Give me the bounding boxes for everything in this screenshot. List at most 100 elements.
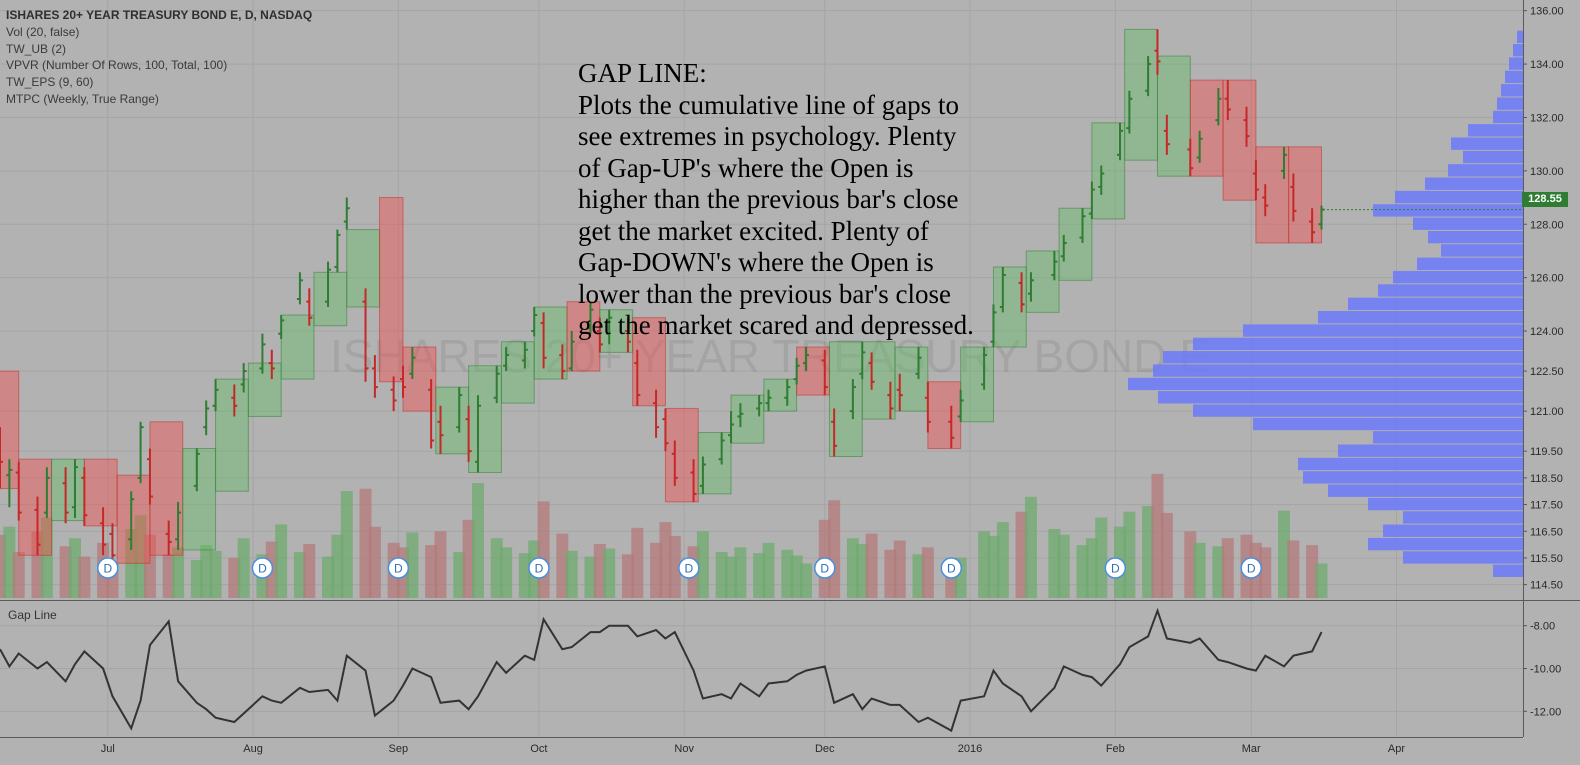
range-box — [0, 370, 20, 490]
volume-bar — [650, 542, 663, 598]
symbol-watermark: ISHARES 20+ YEAR TREASURY BOND E — [330, 330, 1210, 382]
volume-bar — [1184, 531, 1197, 598]
volume-profile-row — [1338, 444, 1523, 457]
volume-profile-row — [1497, 97, 1523, 110]
volume-bar — [1315, 563, 1328, 598]
volume-bar — [725, 556, 738, 598]
time-axis-label: Mar — [1242, 743, 1261, 755]
dividend-marker[interactable]: D — [1104, 557, 1127, 579]
price-bar-layer — [0, 29, 1325, 564]
volume-bar — [912, 554, 925, 598]
volume-bar — [753, 553, 766, 598]
dividend-marker[interactable]: D — [814, 557, 836, 579]
volume-bar — [500, 547, 513, 598]
indicator-legend-mtpc[interactable]: MTPC (Weekly, True Range) — [6, 91, 159, 106]
range-box — [247, 362, 282, 417]
volume-bar — [621, 554, 634, 598]
volume-bar — [68, 538, 81, 598]
symbol-title[interactable]: ISHARES 20+ YEAR TREASURY BOND E, D, NAS… — [6, 8, 313, 22]
gap-axis-label: -8.00 — [1530, 621, 1555, 633]
dividend-label: D — [258, 562, 267, 576]
ohlc-bar — [981, 347, 988, 390]
gap-line-pane-title[interactable]: Gap Line — [8, 608, 57, 622]
range-box — [182, 448, 217, 551]
volume-profile-row — [1348, 297, 1523, 311]
ohlc-bar — [540, 312, 547, 369]
ohlc-bar — [887, 381, 894, 420]
chart-legend: ISHARES 20+ YEAR TREASURY BOND E, D, NAS… — [6, 7, 312, 108]
gap-line-series — [0, 607, 1323, 733]
volume-bar — [40, 517, 53, 598]
ohlc-bar — [268, 349, 275, 380]
indicator-legend-tw-eps[interactable]: TW_EPS (9, 60) — [6, 75, 94, 90]
indicator-legend-tw-ub[interactable]: TW_UB (2) — [6, 41, 66, 56]
volume-profile-row — [1413, 217, 1523, 230]
dividend-marker[interactable]: D — [97, 557, 119, 579]
volume-bar — [668, 535, 681, 598]
volume-bar — [228, 557, 241, 598]
volume-bar — [200, 545, 213, 598]
price-axis-label: 126.00 — [1530, 273, 1564, 285]
ohlc-bar — [737, 403, 744, 428]
range-box — [313, 271, 348, 327]
volume-bar — [800, 563, 813, 598]
ohlc-bar — [456, 387, 463, 433]
ohlc-bar — [653, 389, 660, 438]
annotation-line: get the market excited. Plenty of — [578, 215, 929, 246]
indicator-legend-vol[interactable]: Vol (20, false) — [6, 24, 80, 39]
volume-profile-row — [1158, 391, 1523, 404]
volume-profile-row — [1493, 110, 1523, 124]
dividend-marker[interactable]: D — [678, 557, 700, 579]
volume-bar — [31, 531, 44, 598]
ohlc-bar — [62, 467, 69, 524]
volume-profile-row — [1451, 137, 1523, 150]
volume-bar — [1151, 473, 1164, 598]
dividend-label: D — [1111, 562, 1120, 576]
dividend-marker[interactable]: D — [940, 557, 963, 579]
ohlc-bar — [409, 347, 416, 380]
ohlc-bar — [531, 307, 538, 337]
dividend-label: D — [685, 562, 694, 576]
ohlc-bar — [1290, 173, 1297, 222]
indicator-legend-vpvr[interactable]: VPVR (Number Of Rows, 100, Total, 100) — [6, 58, 228, 73]
annotation-line: get the market scared and depressed. — [578, 310, 974, 340]
volume-bar — [1160, 512, 1173, 598]
volume-bar — [865, 533, 878, 598]
volume-bar — [1259, 547, 1272, 598]
gap-axis-label: -10.00 — [1530, 664, 1561, 676]
ohlc-bar — [756, 395, 763, 417]
volume-bar — [856, 543, 869, 598]
ohlc-bar — [71, 459, 78, 518]
ohlc-bar — [193, 448, 200, 492]
volume-profile-row — [1383, 524, 1523, 537]
volume-bar — [368, 526, 381, 598]
price-axis-label: 132.00 — [1530, 112, 1564, 124]
dividend-marker[interactable]: D — [528, 557, 550, 579]
volume-bar — [134, 515, 147, 598]
ohlc-bar — [231, 384, 238, 417]
ohlc-bar — [146, 448, 153, 505]
ohlc-bar — [1187, 138, 1194, 177]
ohlc-bar — [325, 261, 332, 308]
volume-bar — [715, 552, 728, 598]
ohlc-bar — [915, 347, 922, 380]
volume-bar — [303, 543, 316, 598]
ohlc-bar — [699, 456, 706, 494]
ohlc-bar — [165, 520, 172, 556]
volume-bar — [322, 556, 335, 598]
volume-profile-row — [1493, 564, 1523, 577]
gap-line-annotation[interactable]: GAP LINE: Plots the cumulative line of g… — [578, 58, 1058, 342]
dividend-marker[interactable]: D — [251, 557, 274, 579]
volume-bar — [762, 542, 775, 598]
dividend-icon — [940, 557, 963, 579]
price-axis-label: 122.50 — [1530, 366, 1564, 378]
ohlc-bar — [503, 347, 510, 372]
dividend-marker[interactable]: D — [387, 557, 410, 579]
volume-profile-row — [1448, 164, 1523, 177]
dividend-marker[interactable]: D — [1240, 557, 1262, 579]
volume-bar — [884, 549, 897, 598]
dividend-icon — [97, 557, 119, 579]
